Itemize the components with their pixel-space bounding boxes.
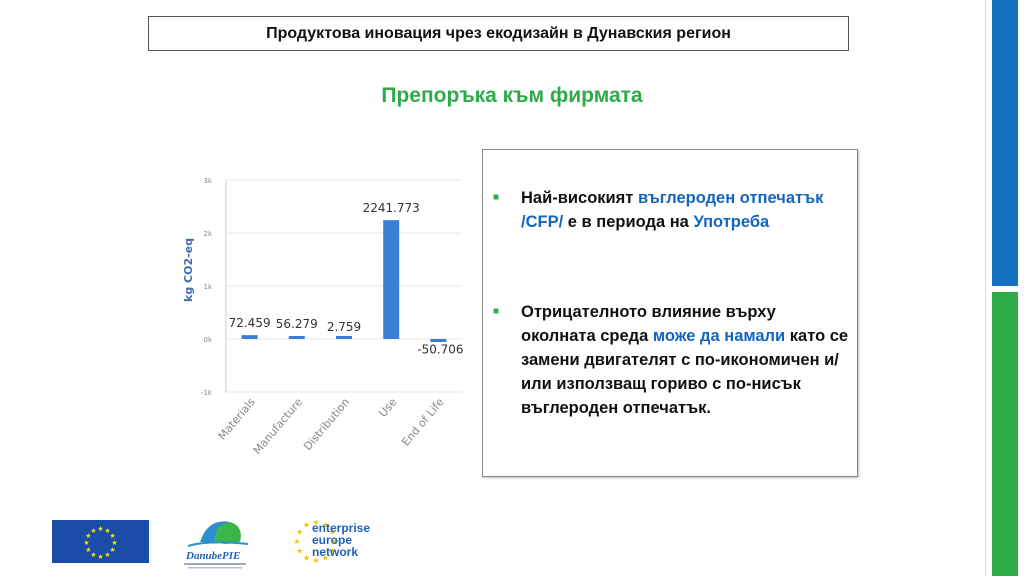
eu-star-icon: ★ [85,532,91,540]
data-label: 72.459 [229,316,271,330]
een-star-icon: ★ [329,547,336,556]
bullet-text-part: Най-високият [521,189,638,207]
eu-star-icon: ★ [85,546,91,554]
data-label: -50.706 [417,343,463,357]
highlight-text: може да намали [652,327,786,345]
een-star-icon: ★ [312,556,319,565]
een-logo-text: enterprise europe network [312,522,370,558]
chart-bar [336,336,352,339]
een-star-icon: ★ [331,537,338,546]
eu-flag-icon: ★ ★ ★ ★ ★ ★ ★ ★ ★ ★ ★ ★ [52,520,149,563]
een-star-icon: ★ [296,547,303,556]
eu-star-icon: ★ [111,539,117,547]
page-subtitle: Препоръка към фирмата [381,84,643,107]
een-star-icon: ★ [293,537,300,546]
bar-chart: -1k 0k 1k 2k 3k kg CO2-eq 72.459 Materials 56.27… [182,177,464,457]
eu-star-icon: ★ [90,551,96,559]
bullet-text-part: като се замени двигателят с по-икономиче… [521,327,849,417]
eu-star-icon: ★ [97,553,103,561]
y-tick-label: 1k [203,283,212,291]
bullet-text-2: Отрицателното влияние върху околната сре… [521,300,851,420]
highlight-text: Употреба [693,213,770,231]
bullet-text-part: Отрицателното влияние върху околната сре… [521,303,776,345]
x-tick-label: Use [376,395,399,419]
bullet-square-icon: ■ [493,192,500,203]
side-bar-green [992,292,1018,576]
x-tick-label: Manufacture [251,395,306,457]
eu-star-icon: ★ [83,539,89,547]
chart-bar [241,335,258,339]
een-star-icon: ★ [322,521,329,530]
x-tick-label: End of Life [399,395,447,448]
bullet-item-2: ■ Отрицателното влияние върху околната с… [491,300,851,420]
y-tick-label: 0k [203,336,212,344]
header-title: Продуктова иновация чрез екодизайн в Дун… [148,16,849,51]
divider-line [985,0,986,576]
x-tick-label: Distribution [301,396,352,454]
y-tick-label: 2k [203,230,212,238]
een-line-3: network [312,545,359,559]
bullet-square-icon: ■ [493,306,500,317]
recommendation-box: ■ Най-високият въглероден отпечатък /CFP… [482,149,858,477]
een-star-icon: ★ [329,528,336,537]
side-bar-blue [992,0,1018,286]
eu-star-icon: ★ [97,525,103,533]
data-label: 2241.773 [363,201,420,215]
eu-star-icon: ★ [109,532,115,540]
y-tick-label: -1k [201,389,213,397]
een-star-icon: ★ [322,553,329,562]
y-axis-label: kg CO2-eq [182,238,195,302]
chart-bar [288,336,305,339]
eu-star-icon: ★ [109,546,115,554]
chart-bar [383,220,400,339]
een-line-1: enterprise [312,521,371,535]
bullet-item-1: ■ Най-високият въглероден отпечатък /CFP… [491,186,851,234]
bullet-text-part: е в периода на [563,213,694,231]
een-star-icon: ★ [296,528,303,537]
x-tick-label: Materials [216,395,259,442]
eu-star-icon: ★ [90,527,96,535]
een-star-icon: ★ [303,553,310,562]
danube-pie-logo: DanubePIE [184,521,249,569]
een-line-2: europe [312,533,353,547]
chart-bar [430,339,447,342]
highlight-text: въглероден отпечатък /CFP/ [521,189,824,231]
data-label: 2.759 [327,320,361,334]
een-star-icon: ★ [303,521,310,530]
eu-star-icon: ★ [104,551,110,559]
een-star-icon: ★ [312,518,319,527]
y-tick-label: 3k [203,177,212,185]
eu-star-icon: ★ [104,527,110,535]
bullet-text-1: Най-високият въглероден отпечатък /CFP/ … [521,186,851,234]
een-star-ring-icon: ★★★★★★★★★ ★ ★★ [293,518,338,565]
danube-logo-text: DanubePIE [185,550,240,562]
data-label: 56.279 [276,317,318,331]
